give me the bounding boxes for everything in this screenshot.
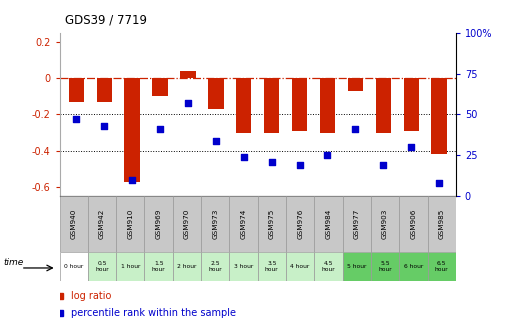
Bar	[116, 196, 145, 252]
Bar	[376, 78, 391, 133]
Bar	[342, 252, 371, 281]
Text: 1.5
hour: 1.5 hour	[152, 261, 166, 272]
Text: GSM974: GSM974	[240, 209, 247, 239]
Bar	[399, 252, 427, 281]
Bar	[264, 78, 279, 133]
Bar	[173, 196, 201, 252]
Bar	[229, 196, 258, 252]
Text: GSM906: GSM906	[410, 209, 416, 239]
Text: log ratio: log ratio	[70, 291, 111, 301]
Text: percentile rank within the sample: percentile rank within the sample	[70, 308, 236, 318]
Bar	[180, 71, 196, 78]
Bar	[371, 252, 399, 281]
Bar	[286, 196, 314, 252]
Text: 0 hour: 0 hour	[64, 264, 83, 269]
Point	[351, 127, 359, 132]
Text: 4.5
hour: 4.5 hour	[322, 261, 335, 272]
Point	[184, 100, 192, 106]
Text: 3 hour: 3 hour	[234, 264, 253, 269]
Point	[379, 163, 387, 168]
Bar	[69, 78, 84, 102]
Bar	[320, 78, 335, 133]
Bar	[258, 196, 286, 252]
Text: GSM940: GSM940	[71, 209, 77, 239]
Text: 2.5
hour: 2.5 hour	[208, 261, 222, 272]
Bar	[201, 252, 229, 281]
Text: GSM903: GSM903	[382, 209, 388, 239]
Text: GSM910: GSM910	[127, 209, 133, 239]
Point	[156, 127, 164, 132]
Bar	[145, 252, 173, 281]
Text: GSM975: GSM975	[269, 209, 275, 239]
Bar	[258, 252, 286, 281]
Text: time: time	[3, 258, 23, 267]
Text: GSM970: GSM970	[184, 209, 190, 239]
Point	[407, 145, 415, 150]
Text: GSM984: GSM984	[325, 209, 332, 239]
Text: GSM977: GSM977	[354, 209, 360, 239]
Bar	[399, 196, 427, 252]
Bar	[152, 78, 168, 96]
Bar	[60, 196, 88, 252]
Bar	[404, 78, 419, 131]
Text: 6.5
hour: 6.5 hour	[435, 261, 449, 272]
Point	[240, 154, 248, 160]
Bar	[286, 252, 314, 281]
Text: 5.5
hour: 5.5 hour	[378, 261, 392, 272]
Text: GDS39 / 7719: GDS39 / 7719	[65, 13, 147, 26]
Bar	[342, 196, 371, 252]
Bar	[173, 252, 201, 281]
Text: 3.5
hour: 3.5 hour	[265, 261, 279, 272]
Bar	[229, 252, 258, 281]
Bar	[348, 78, 363, 91]
Text: GSM973: GSM973	[212, 209, 218, 239]
Bar	[88, 252, 116, 281]
Bar	[60, 252, 88, 281]
Bar	[292, 78, 307, 131]
Text: GSM969: GSM969	[155, 209, 162, 239]
Text: 0.5
hour: 0.5 hour	[95, 261, 109, 272]
Point	[295, 163, 304, 168]
Bar	[371, 196, 399, 252]
Bar	[314, 252, 342, 281]
Bar	[236, 78, 251, 133]
Point	[267, 159, 276, 164]
Bar	[201, 196, 229, 252]
Text: 5 hour: 5 hour	[347, 264, 367, 269]
Point	[72, 117, 80, 122]
Text: GSM985: GSM985	[439, 209, 444, 239]
Point	[323, 153, 332, 158]
Bar	[431, 78, 447, 154]
Text: 1 hour: 1 hour	[121, 264, 140, 269]
Bar	[96, 78, 112, 102]
Text: GSM976: GSM976	[297, 209, 303, 239]
Point	[128, 177, 136, 182]
Text: 4 hour: 4 hour	[291, 264, 310, 269]
Point	[435, 181, 443, 186]
Bar	[314, 196, 342, 252]
Text: 6 hour: 6 hour	[404, 264, 423, 269]
Bar	[427, 196, 456, 252]
Point	[212, 138, 220, 143]
Bar	[116, 252, 145, 281]
Bar	[145, 196, 173, 252]
Bar	[88, 196, 116, 252]
Bar	[427, 252, 456, 281]
Point	[100, 123, 108, 129]
Text: GSM942: GSM942	[99, 209, 105, 239]
Bar	[124, 78, 140, 182]
Text: 2 hour: 2 hour	[177, 264, 197, 269]
Bar	[208, 78, 224, 109]
